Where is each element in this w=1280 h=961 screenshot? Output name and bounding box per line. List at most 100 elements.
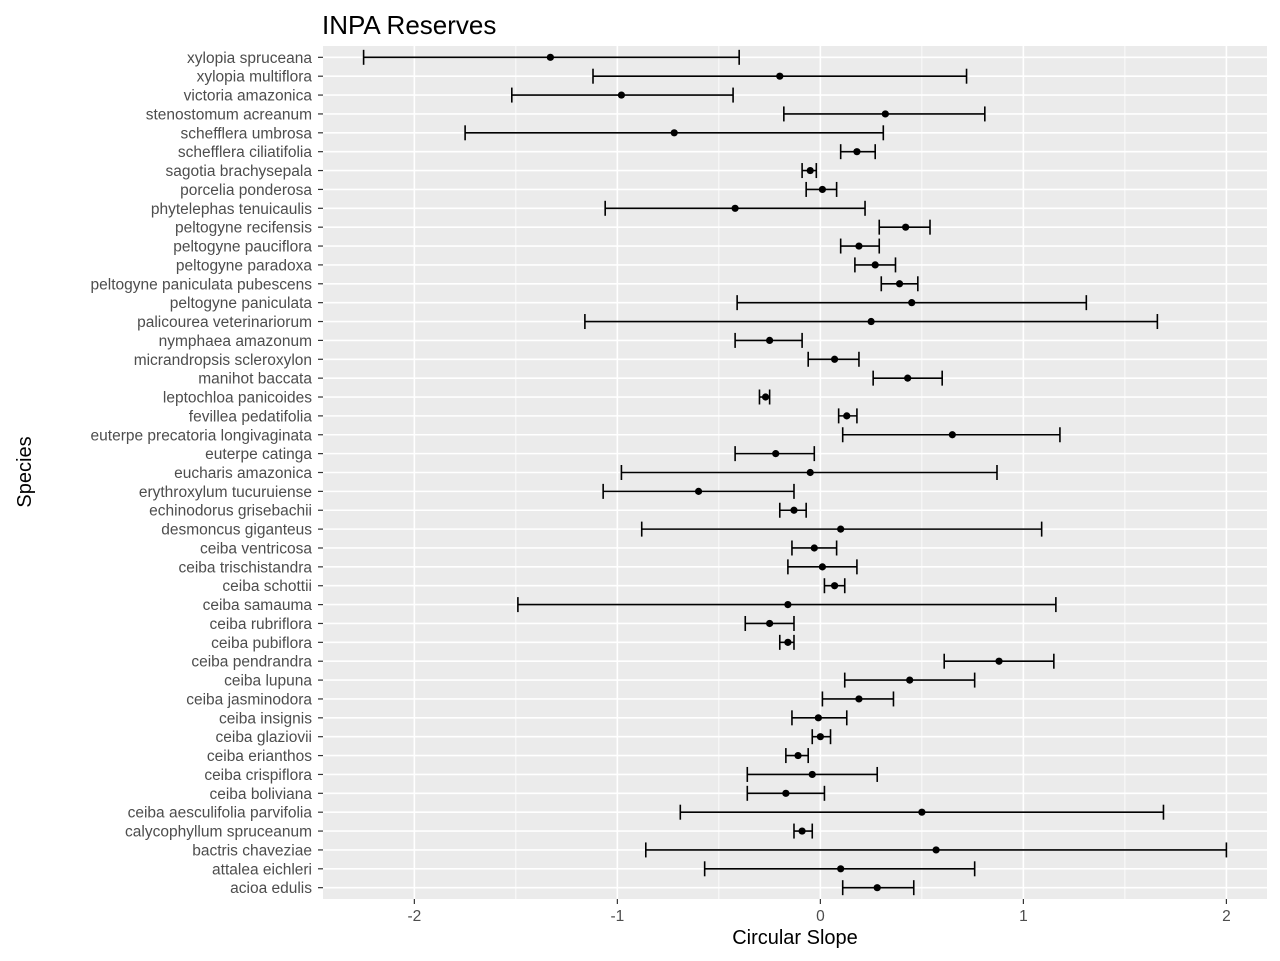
y-tick-label: erythroxylum tucuruiense — [139, 484, 312, 501]
y-tick-label: sagotia brachysepala — [166, 163, 313, 180]
x-tick-label: 1 — [1019, 908, 1028, 925]
estimate-point — [995, 657, 1003, 665]
y-tick-label: victoria amazonica — [184, 88, 313, 105]
estimate-point — [855, 695, 863, 703]
y-tick-label: ceiba lupuna — [224, 673, 312, 690]
estimate-point — [902, 223, 910, 231]
estimate-point — [794, 751, 802, 760]
y-tick-label: xylopia multiflora — [197, 69, 313, 86]
y-tick-label: ceiba pubiflora — [211, 635, 312, 652]
y-tick-label: acioa edulis — [230, 880, 312, 897]
estimate-point — [873, 884, 881, 892]
y-tick-label: peltogyne paradoxa — [176, 257, 313, 274]
y-tick-label: leptochloa panicoides — [163, 390, 312, 407]
y-tick-label: desmoncus giganteus — [161, 522, 312, 539]
y-tick-label: peltogyne recifensis — [175, 220, 312, 237]
estimate-point — [867, 317, 875, 326]
y-tick-label: ceiba insignis — [219, 710, 312, 727]
y-tick-label: echinodorus grisebachii — [149, 503, 312, 520]
x-axis-title: Circular Slope — [732, 927, 858, 949]
y-tick-label: ceiba rubriflora — [209, 616, 312, 633]
y-tick-label: porcelia ponderosa — [180, 182, 312, 199]
estimate-point — [837, 865, 845, 873]
estimate-point — [731, 204, 739, 212]
x-tick-label: -1 — [610, 908, 624, 925]
y-tick-label: ceiba schottii — [222, 578, 312, 595]
x-tick-label: 0 — [816, 908, 825, 925]
y-tick-label: peltogyne paniculata — [170, 295, 313, 312]
y-tick-label: ceiba crispiflora — [204, 767, 312, 784]
y-tick-label: ceiba pendrandra — [191, 654, 312, 671]
y-tick-label: bactris chaveziae — [192, 842, 312, 859]
estimate-point — [694, 487, 703, 495]
y-tick-label: ceiba ventricosa — [200, 540, 312, 557]
x-tick-marks — [413, 899, 1227, 904]
y-tick-label: palicourea veterinariorum — [137, 314, 312, 331]
y-tick-label: ceiba erianthos — [207, 748, 312, 765]
estimate-point — [881, 110, 889, 118]
estimate-point — [818, 185, 827, 194]
estimate-point — [766, 336, 774, 344]
y-tick-label: ceiba trischistandra — [178, 559, 312, 576]
estimate-point — [837, 525, 845, 533]
y-tick-label: ceiba aesculifolia parvifolia — [128, 805, 313, 822]
estimate-point — [806, 468, 814, 477]
estimate-point — [784, 601, 792, 609]
x-tick-label: -2 — [407, 908, 421, 925]
estimate-point — [830, 582, 839, 590]
estimate-point — [617, 91, 626, 99]
estimate-point — [948, 431, 956, 439]
estimate-point — [790, 506, 798, 514]
point-estimates — [546, 53, 1003, 892]
x-tick-labels: -2 -1 0 1 2 — [407, 908, 1230, 925]
y-tick-label: manihot baccata — [198, 371, 312, 388]
estimate-point — [798, 827, 806, 835]
estimate-point — [816, 733, 824, 741]
estimate-point — [784, 638, 792, 646]
y-tick-label: nymphaea amazonum — [159, 333, 312, 350]
estimate-point — [810, 544, 818, 552]
y-tick-label: micrandropsis scleroxylon — [134, 352, 312, 369]
estimate-point — [871, 261, 879, 269]
estimate-point — [906, 676, 914, 684]
estimate-point — [782, 789, 790, 797]
estimate-point — [855, 242, 863, 250]
estimate-point — [776, 72, 784, 80]
y-tick-label: ceiba jasminodora — [186, 691, 312, 708]
y-tick-labels: xylopia spruceana xylopia multiflora victo… — [91, 50, 313, 897]
y-tick-label: xylopia spruceana — [187, 50, 312, 67]
estimate-point — [546, 53, 554, 61]
y-axis-title: Species — [14, 436, 36, 507]
y-tick-marks — [318, 56, 323, 889]
y-tick-label: eucharis amazonica — [174, 465, 312, 482]
estimate-point — [853, 148, 861, 156]
estimate-point — [895, 280, 904, 288]
estimate-point — [772, 450, 780, 458]
y-tick-label: calycophyllum spruceanum — [125, 824, 312, 841]
chart-title: INPA Reserves — [322, 10, 496, 40]
estimate-point — [761, 393, 770, 401]
estimate-point — [932, 846, 940, 854]
y-tick-label: stenostomum acreanum — [146, 106, 312, 123]
estimate-point — [818, 563, 827, 571]
estimate-point — [766, 619, 774, 628]
x-tick-label: 2 — [1222, 908, 1231, 925]
y-tick-label: schefflera umbrosa — [180, 125, 312, 142]
estimate-point — [918, 808, 926, 816]
y-tick-label: ceiba glaziovii — [216, 729, 313, 746]
estimate-point — [830, 355, 839, 363]
estimate-point — [843, 412, 851, 420]
estimate-point — [670, 129, 678, 137]
y-tick-label: peltogyne paniculata pubescens — [91, 276, 313, 293]
y-tick-label: euterpe precatoria longivaginata — [91, 427, 313, 444]
estimate-point — [908, 299, 916, 307]
y-tick-label: schefflera ciliatifolia — [178, 144, 312, 161]
y-tick-label: fevillea pedatifolia — [189, 408, 313, 425]
y-tick-label: peltogyne pauciflora — [173, 239, 312, 256]
estimate-point — [814, 714, 822, 722]
y-tick-label: ceiba samauma — [203, 597, 313, 614]
y-tick-label: ceiba boliviana — [209, 786, 312, 803]
estimate-point — [806, 166, 814, 175]
y-tick-label: attalea eichleri — [212, 861, 312, 878]
